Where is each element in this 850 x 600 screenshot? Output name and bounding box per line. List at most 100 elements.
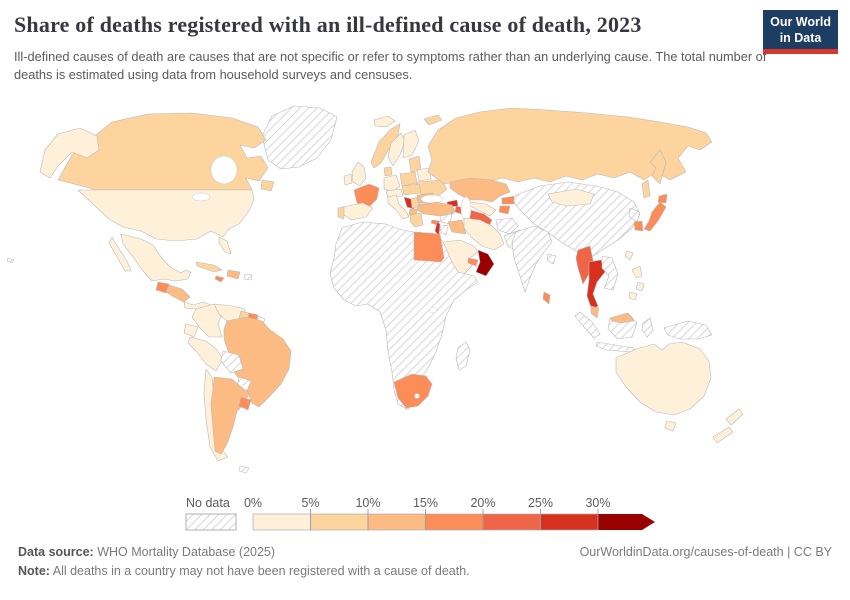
country-jordan[interactable] xyxy=(439,224,449,236)
country-france[interactable] xyxy=(353,183,380,208)
country-finland[interactable] xyxy=(402,129,420,159)
country-tajikistan[interactable] xyxy=(498,205,511,215)
legend-bin-0-5[interactable] xyxy=(252,513,311,531)
country-south-africa[interactable] xyxy=(393,373,433,409)
country-hispaniola[interactable] xyxy=(226,269,241,280)
country-greenland[interactable] xyxy=(261,105,338,170)
country-bolivia[interactable] xyxy=(220,350,244,374)
country-newfoundland[interactable] xyxy=(260,179,275,192)
country-mexico[interactable] xyxy=(120,233,192,282)
country-puerto-rico[interactable] xyxy=(243,273,253,281)
country-argentina[interactable] xyxy=(210,376,250,455)
country-greece[interactable] xyxy=(409,212,424,228)
country-denmark[interactable] xyxy=(383,166,393,177)
country-china[interactable] xyxy=(513,181,641,259)
country-uk[interactable] xyxy=(351,161,367,187)
legend-tick-0: 0% xyxy=(244,496,262,510)
legend-bin-25-30[interactable] xyxy=(540,513,599,531)
country-new-zealand-north[interactable] xyxy=(725,408,744,426)
country-uae[interactable] xyxy=(467,257,479,267)
country-russia-kamchatka[interactable] xyxy=(649,149,667,185)
island-java[interactable] xyxy=(595,341,635,353)
country-taiwan[interactable] xyxy=(624,250,634,261)
legend-bin-15-20[interactable] xyxy=(425,513,484,531)
country-jamaica[interactable] xyxy=(214,275,225,283)
country-usa-florida[interactable] xyxy=(218,236,232,255)
country-turkey[interactable] xyxy=(416,201,456,217)
legend-no-data-swatch[interactable] xyxy=(185,513,237,531)
country-honduras-nicaragua[interactable] xyxy=(165,284,191,303)
legend-tick-30: 30% xyxy=(585,496,610,510)
country-sri-lanka[interactable] xyxy=(542,291,551,305)
country-mongolia[interactable] xyxy=(547,188,595,207)
legend-bin-10-15[interactable] xyxy=(367,513,426,531)
island-new-guinea[interactable] xyxy=(663,320,713,340)
country-sweden[interactable] xyxy=(387,132,406,167)
island-sulawesi[interactable] xyxy=(641,317,654,338)
country-australia-tasmania[interactable] xyxy=(664,420,677,432)
country-afghanistan[interactable] xyxy=(495,217,519,235)
legend-bin-20-25[interactable] xyxy=(482,513,541,531)
country-guatemala[interactable] xyxy=(155,281,170,294)
country-australia[interactable] xyxy=(615,341,712,416)
country-madagascar[interactable] xyxy=(455,341,471,371)
country-india[interactable] xyxy=(511,225,553,293)
country-alaska[interactable] xyxy=(39,127,100,179)
country-cuba[interactable] xyxy=(195,261,223,273)
country-poland[interactable] xyxy=(399,171,418,187)
country-japan[interactable] xyxy=(643,201,667,232)
hudson-bay xyxy=(210,155,238,185)
country-mexico-baja[interactable] xyxy=(108,236,132,272)
country-philippines-mindanao[interactable] xyxy=(628,291,638,301)
country-philippines-luzon[interactable] xyxy=(631,265,643,279)
country-italy[interactable] xyxy=(387,194,410,220)
region-indochina-no-data[interactable] xyxy=(601,255,619,291)
country-malaysia-peninsula[interactable] xyxy=(590,305,600,319)
owid-logo[interactable]: Our World in Data xyxy=(763,10,838,55)
country-brazil[interactable] xyxy=(223,316,292,408)
country-spain[interactable] xyxy=(341,202,374,221)
country-kazakhstan[interactable] xyxy=(449,177,511,203)
country-kyrgyzstan[interactable] xyxy=(501,195,517,205)
country-lesotho[interactable] xyxy=(414,393,420,399)
country-norway[interactable] xyxy=(370,123,401,169)
country-peru[interactable] xyxy=(187,336,224,372)
country-russia[interactable] xyxy=(427,107,713,185)
country-iraq[interactable] xyxy=(447,219,467,235)
country-hawaii[interactable] xyxy=(6,257,15,264)
country-oman[interactable] xyxy=(475,249,495,277)
country-new-zealand-south[interactable] xyxy=(712,426,734,444)
country-belarus[interactable] xyxy=(416,167,432,182)
country-japan-hokkaido[interactable] xyxy=(657,193,668,204)
country-iceland[interactable] xyxy=(373,115,396,128)
country-bangladesh[interactable] xyxy=(546,253,557,265)
legend-tick-10: 10% xyxy=(355,496,380,510)
country-ireland[interactable] xyxy=(343,173,353,186)
country-iran[interactable] xyxy=(463,217,505,251)
legend-no-data-label: No data xyxy=(186,496,230,510)
country-svalbard[interactable] xyxy=(423,114,443,126)
note-label: Note: xyxy=(18,564,50,578)
country-portugal[interactable] xyxy=(337,206,345,220)
caspian-sea xyxy=(460,196,472,222)
country-ecuador[interactable] xyxy=(183,323,199,338)
island-sumatra[interactable] xyxy=(574,311,601,339)
owid-url-link[interactable]: OurWorldinData.org/causes-of-death | CC … xyxy=(579,545,832,559)
country-philippines-visayas[interactable] xyxy=(635,281,645,292)
country-germany[interactable] xyxy=(383,174,401,193)
country-central-europe[interactable] xyxy=(401,183,422,196)
country-myanmar[interactable] xyxy=(575,245,594,285)
legend-bin-30-plus[interactable] xyxy=(598,514,642,530)
country-egypt[interactable] xyxy=(413,231,445,263)
legend-tick-20: 20% xyxy=(470,496,495,510)
country-russia-sakhalin[interactable] xyxy=(641,179,651,199)
country-usa[interactable] xyxy=(77,189,255,242)
country-alpine[interactable] xyxy=(385,188,404,199)
legend-bin-5-10[interactable] xyxy=(310,513,369,531)
country-falkland-islands[interactable] xyxy=(238,465,250,474)
country-malaysia-borneo[interactable] xyxy=(609,312,635,324)
note-value: All deaths in a country may not have bee… xyxy=(49,564,470,578)
country-south-korea[interactable] xyxy=(633,220,644,232)
country-uruguay[interactable] xyxy=(238,396,252,411)
